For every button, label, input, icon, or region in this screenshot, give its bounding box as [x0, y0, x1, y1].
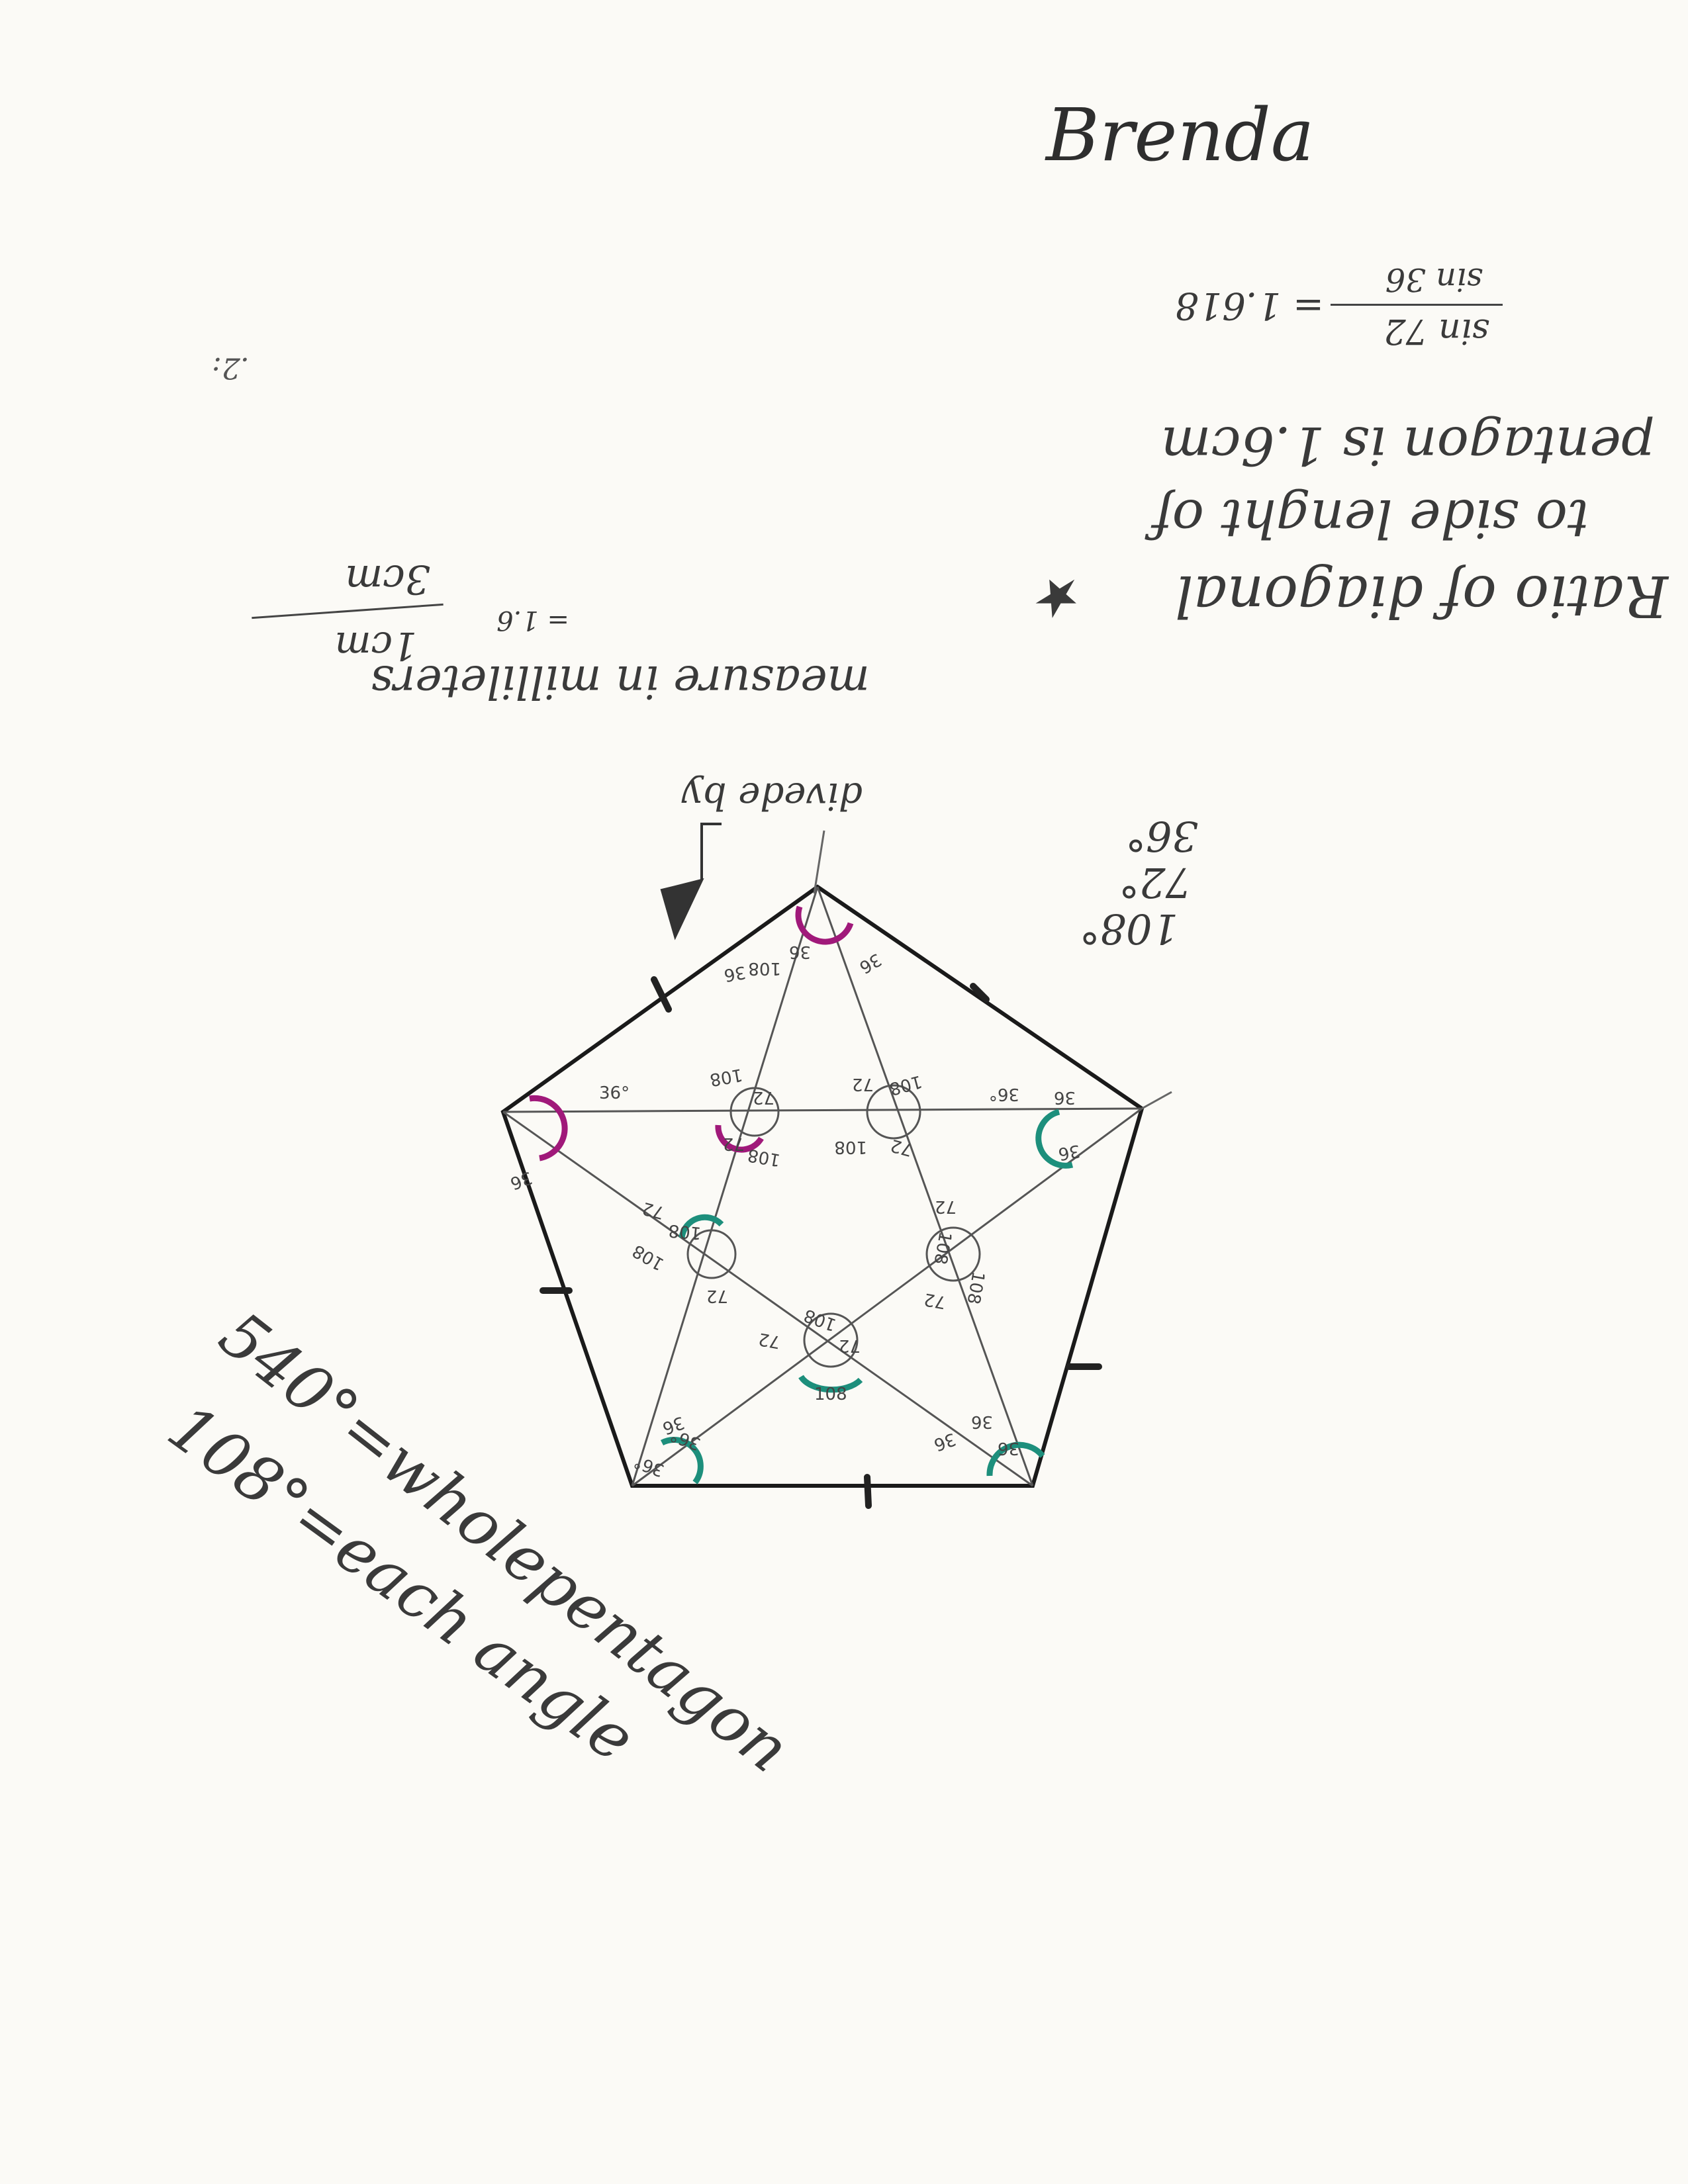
side-tick	[651, 976, 672, 1013]
vertex-mark	[813, 830, 825, 894]
angle-label: 108	[834, 1137, 867, 1157]
angle-label: 36	[1056, 1140, 1082, 1163]
angle-number-labels: 36 36 108 36 36° 108 72 72 108 72 108 10…	[508, 942, 1082, 1480]
angle-label: 108	[746, 1144, 782, 1169]
angle-label: 72	[706, 1286, 728, 1306]
intersection-circle	[866, 1084, 921, 1140]
angle-label: 72	[757, 1328, 782, 1351]
arrow-icon	[660, 823, 722, 940]
student-name: Brenda	[1046, 93, 1315, 177]
angle-label: 72	[753, 1087, 774, 1107]
teal-arc	[798, 1375, 863, 1393]
diagonal	[502, 1107, 1143, 1113]
teal-arc	[986, 1441, 1045, 1477]
angle-label: 36	[971, 1412, 993, 1432]
angle-label: 72	[922, 1289, 947, 1312]
magenta-arc	[715, 1124, 764, 1153]
vertex-marks	[813, 830, 1172, 1110]
magenta-arc	[795, 905, 854, 945]
angle-label: 108	[814, 1385, 847, 1404]
teal-arc	[660, 1437, 704, 1484]
intersection-circle	[686, 1229, 737, 1279]
angle-label: 108	[630, 1240, 668, 1274]
angle-label: 72	[640, 1198, 667, 1223]
angle-label: 36°	[599, 1083, 630, 1103]
angle-label: 36	[931, 1428, 959, 1455]
angle-label: 108	[887, 1071, 924, 1099]
diagonal	[631, 886, 819, 1486]
intersection-circle	[925, 1226, 981, 1282]
side-tick	[970, 983, 990, 1003]
angle-label: 36°	[989, 1084, 1019, 1104]
angle-label: 36	[856, 949, 885, 978]
angle-label: 108	[708, 1064, 744, 1089]
pentagon-outline	[500, 884, 1145, 1488]
pentagon-diagonals	[502, 886, 1143, 1487]
intersection-circle	[803, 1312, 859, 1368]
angle-label: 108	[668, 1220, 702, 1243]
intersection-circles	[686, 1084, 981, 1368]
intersection-circle	[729, 1087, 780, 1137]
teal-arc	[679, 1214, 724, 1238]
angle-label: 72	[852, 1074, 874, 1094]
angle-label: 36°	[632, 1451, 667, 1480]
angle-label: 108	[962, 1270, 988, 1306]
side-tick-marks	[539, 976, 1102, 1509]
angle-arcs	[529, 905, 1074, 1484]
arrow-head	[660, 878, 704, 940]
side-tick	[864, 1474, 872, 1509]
diagonal	[816, 886, 1034, 1486]
diagonal	[632, 1107, 1143, 1487]
angle-label: 36	[789, 942, 811, 962]
magenta-arc	[529, 1095, 568, 1161]
angle-label: 36	[722, 962, 747, 985]
arrow-shaft	[700, 823, 722, 880]
angle-label: 36°	[668, 1425, 704, 1454]
angle-label: 72	[935, 1197, 957, 1216]
diagonal	[502, 1111, 1033, 1487]
angle-label: 72	[723, 1134, 745, 1154]
angle-label: 108	[748, 958, 781, 978]
angle-label: 72	[839, 1336, 861, 1355]
angle-label: 36	[1054, 1087, 1076, 1107]
teal-arc	[1035, 1109, 1074, 1169]
vertex-mark	[1141, 1091, 1172, 1110]
angle-label: 36	[998, 1438, 1019, 1458]
